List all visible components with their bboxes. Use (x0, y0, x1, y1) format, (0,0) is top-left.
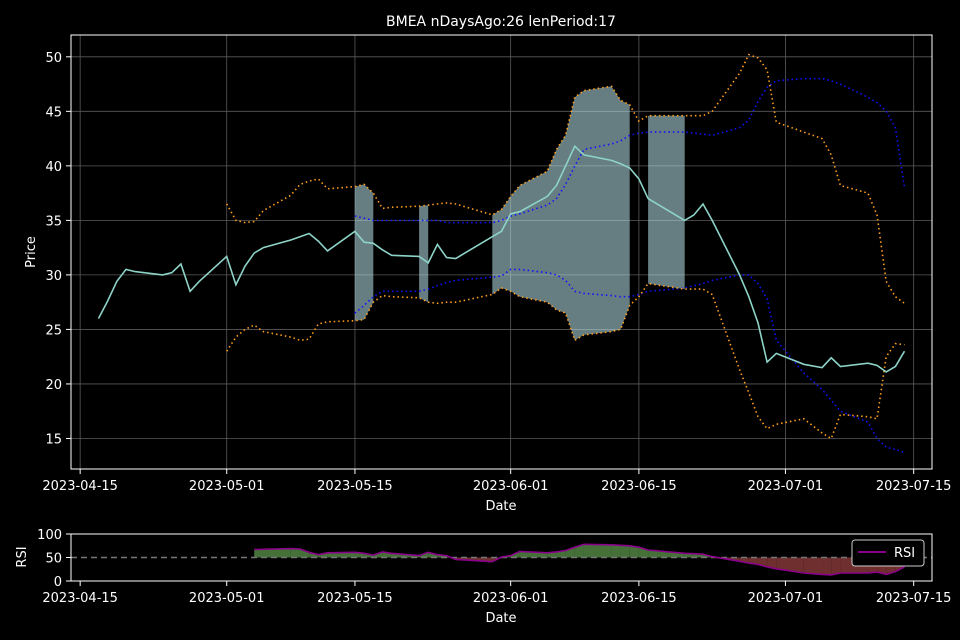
rsi-x-label: Date (485, 611, 516, 626)
band-shaded-region (648, 115, 685, 290)
rsi-fill-segment (648, 549, 685, 558)
price-x-label: Date (485, 499, 516, 514)
rsi-x-tick-label: 2023-06-01 (473, 591, 549, 606)
y-tick-label: 20 (45, 378, 62, 393)
rsi-legend-label: RSI (894, 546, 915, 561)
rsi-series (71, 543, 932, 576)
rsi-y-tick-label: 100 (37, 528, 62, 543)
rsi-y-label: RSI (15, 546, 30, 567)
price-plot-frame (70, 34, 933, 470)
rsi-fill-segment (254, 548, 291, 558)
rsi-fill (254, 544, 905, 575)
rsi-fill-segment (327, 552, 355, 558)
rsi-x-tick-label: 2023-05-01 (189, 591, 265, 606)
mean-upper-line (354, 77, 906, 224)
price-y-ticks: 15 20 25 30 35 40 45 50 (45, 51, 71, 447)
rsi-legend: RSI (851, 539, 925, 567)
rsi-fill-segment (629, 545, 639, 558)
y-tick-label: 45 (45, 105, 62, 120)
rsi-fill-segment (574, 544, 584, 558)
band-shaded-region (492, 86, 630, 341)
x-tick-label: 2023-04-15 (42, 479, 118, 494)
y-tick-label: 50 (45, 51, 62, 66)
price-series (97, 53, 906, 454)
y-tick-label: 35 (45, 214, 62, 229)
x-tick-label: 2023-06-15 (601, 479, 677, 494)
band-shaded-region (419, 205, 429, 303)
rsi-x-ticks: 2023-04-15 2023-05-01 2023-05-15 2023-06-01… (42, 581, 951, 606)
rsi-y-tick-label: 50 (45, 552, 62, 567)
band-shaded-region (354, 184, 374, 321)
y-tick-label: 15 (45, 432, 62, 447)
rsi-fill-segment (620, 545, 630, 558)
rsi-fill-segment (803, 557, 823, 575)
chart-title: BMEA nDaysAgo:26 lenPeriod:17 (386, 14, 616, 30)
rsi-fill-segment (290, 548, 300, 558)
y-tick-label: 40 (45, 160, 62, 175)
rsi-fill-segment (822, 557, 832, 575)
rsi-x-tick-label: 2023-05-15 (317, 591, 393, 606)
rsi-y-tick-label: 0 (54, 575, 62, 590)
rsi-x-tick-label: 2023-06-15 (601, 591, 677, 606)
rsi-fill-segment (831, 557, 841, 575)
rsi-y-ticks: 0 50 100 (37, 528, 71, 590)
x-tick-label: 2023-05-15 (317, 479, 393, 494)
y-tick-label: 25 (45, 323, 62, 338)
x-tick-label: 2023-05-01 (189, 479, 265, 494)
price-shaded-regions (354, 86, 685, 341)
x-tick-label: 2023-06-01 (473, 479, 549, 494)
x-tick-label: 2023-07-01 (748, 479, 824, 494)
rsi-fill-segment (767, 557, 777, 569)
mean-lower-line (354, 268, 905, 454)
price-line (97, 144, 906, 373)
rsi-fill-segment (583, 544, 612, 558)
rsi-x-tick-label: 2023-04-15 (42, 591, 118, 606)
rsi-legend-box (851, 539, 925, 567)
y-tick-label: 30 (45, 269, 62, 284)
price-y-label: Price (24, 236, 39, 268)
rsi-fill-segment (611, 544, 621, 558)
rsi-x-tick-label: 2023-07-01 (748, 591, 824, 606)
x-tick-label: 2023-07-15 (876, 479, 952, 494)
rsi-fill-segment (299, 549, 310, 558)
price-x-ticks: 2023-04-15 2023-05-01 2023-05-15 2023-06-01… (42, 469, 951, 494)
rsi-line (254, 543, 905, 576)
rsi-x-tick-label: 2023-07-15 (876, 591, 952, 606)
lower-band-line (226, 282, 905, 440)
